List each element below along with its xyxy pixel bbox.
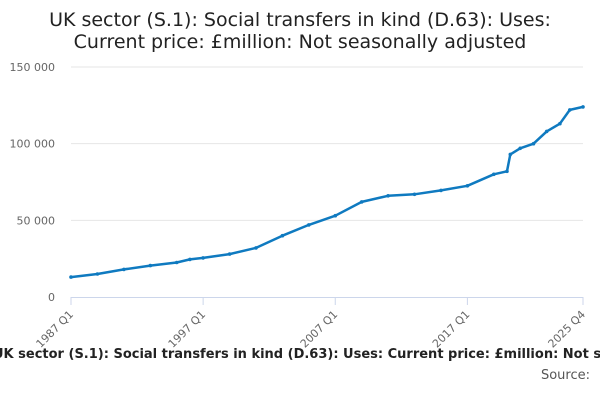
data-point bbox=[227, 252, 232, 256]
data-point bbox=[69, 275, 73, 279]
data-point bbox=[122, 267, 126, 272]
y-tick-label: 150 000 bbox=[10, 61, 56, 74]
data-point bbox=[201, 256, 205, 260]
data-point bbox=[568, 108, 572, 112]
x-tick-label: 2007 Q1 bbox=[298, 308, 341, 351]
data-point bbox=[465, 184, 470, 188]
data-point bbox=[148, 263, 153, 268]
source-label: Source: bbox=[540, 368, 590, 383]
data-point bbox=[254, 246, 258, 250]
x-tick-label: 1997 Q1 bbox=[166, 308, 209, 351]
data-point bbox=[307, 223, 311, 227]
data-point bbox=[505, 169, 509, 174]
data-point bbox=[359, 200, 364, 204]
y-tick-label: 50 000 bbox=[17, 214, 56, 227]
data-point bbox=[439, 188, 443, 193]
data-point bbox=[581, 105, 585, 109]
data-point bbox=[174, 260, 179, 265]
y-tick-label: 100 000 bbox=[10, 138, 56, 151]
legend: UK sector (S.1): Social transfers in kin… bbox=[0, 347, 600, 367]
x-tick-label: 2025 Q4 bbox=[546, 308, 589, 351]
data-point bbox=[531, 141, 536, 146]
x-tick-label: 1987 Q1 bbox=[34, 308, 77, 351]
chart-title-line-1: UK sector (S.1): Social transfers in kin… bbox=[49, 9, 551, 31]
data-point bbox=[95, 272, 100, 276]
data-point bbox=[518, 146, 522, 151]
data-point bbox=[558, 121, 562, 126]
y-tick-label: 0 bbox=[48, 291, 55, 304]
data-point bbox=[280, 233, 285, 238]
data-point bbox=[188, 257, 192, 262]
data-point bbox=[492, 172, 496, 177]
legend-entry: UK sector (S.1): Social transfers in kin… bbox=[0, 347, 600, 362]
data-point bbox=[333, 213, 338, 218]
x-tick-label: 2017 Q1 bbox=[430, 308, 473, 351]
chart-title-line-2: Current price: £million: Not seasonally … bbox=[73, 31, 527, 53]
data-point bbox=[386, 194, 390, 198]
data-point bbox=[544, 129, 549, 134]
data-point bbox=[508, 152, 513, 157]
data-point bbox=[412, 192, 417, 197]
data-line-series-0 bbox=[69, 105, 585, 279]
